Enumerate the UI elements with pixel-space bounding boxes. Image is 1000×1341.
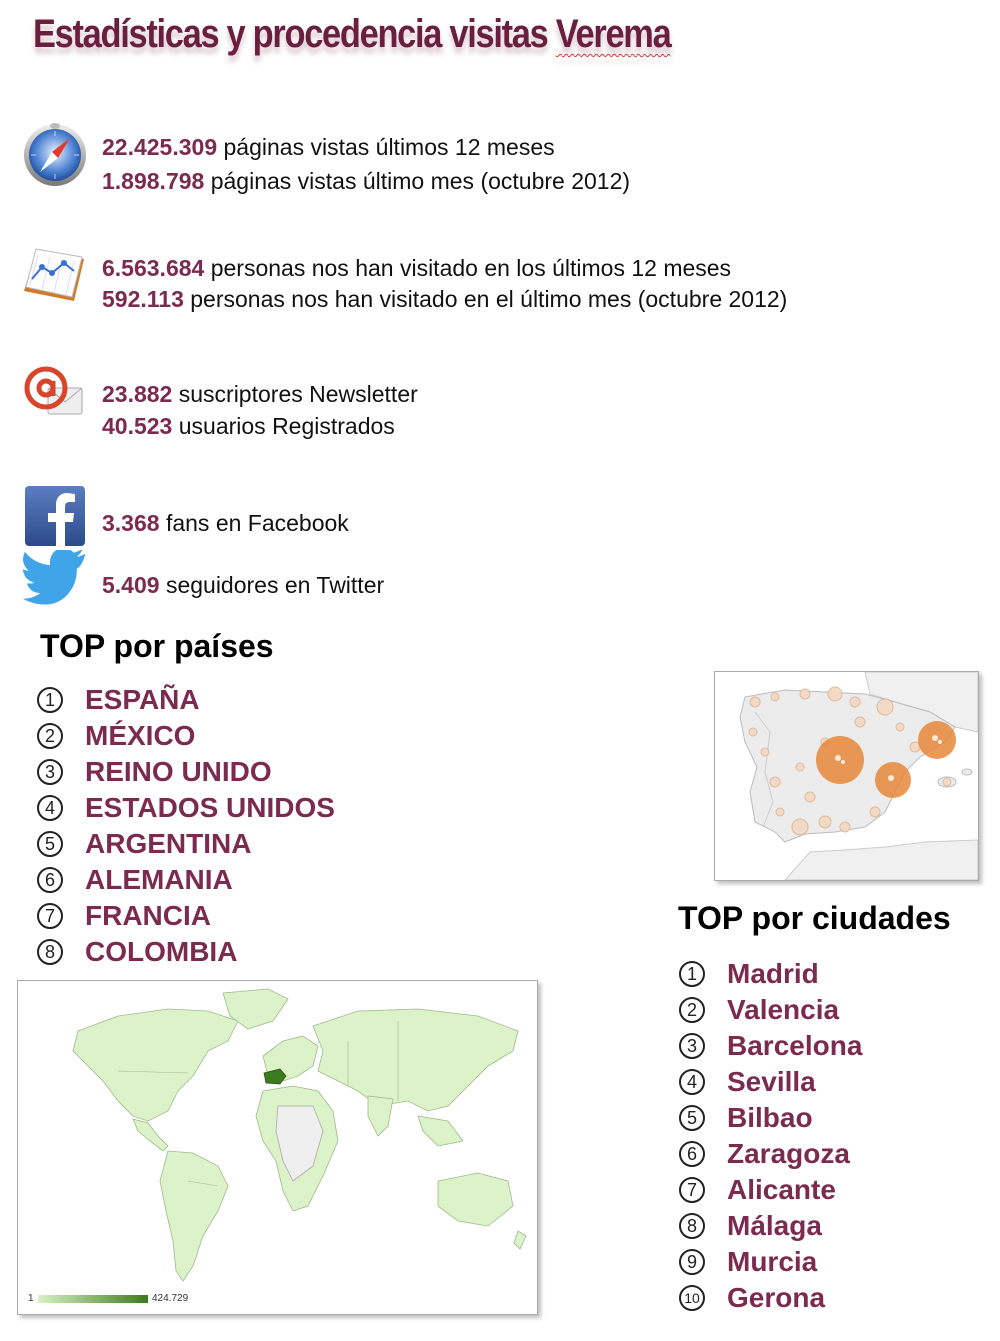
- rank-number: 3: [679, 1033, 705, 1059]
- compass-icon: [22, 118, 88, 188]
- legend-max: 424.729: [152, 1293, 189, 1304]
- list-item: 2 MÉXICO: [37, 718, 335, 754]
- title-text: Estadísticas y procedencia visitas: [33, 12, 556, 56]
- rank-number: 5: [679, 1105, 705, 1131]
- list-item: 3 REINO UNIDO: [37, 754, 335, 790]
- list-item: 5 ARGENTINA: [37, 826, 335, 862]
- rank-number: 8: [37, 939, 63, 965]
- spain-bubble-map: [714, 671, 979, 881]
- stat-number: 40.523: [102, 413, 173, 439]
- city-label: Barcelona: [727, 1030, 863, 1061]
- cities-heading: TOP por ciudades: [678, 900, 951, 936]
- rank-number: 1: [37, 687, 63, 713]
- country-label: ESPAÑA: [85, 684, 200, 715]
- city-label: Sevilla: [727, 1066, 816, 1097]
- rank-number: 2: [37, 723, 63, 749]
- analytics-chart-icon: [22, 245, 88, 305]
- list-item: 9 Murcia: [679, 1244, 862, 1280]
- stat-text: suscriptores Newsletter: [172, 381, 418, 407]
- countries-heading: TOP por países: [40, 628, 274, 664]
- list-item: 8 COLOMBIA: [37, 934, 335, 970]
- list-item: 5 Bilbao: [679, 1100, 862, 1136]
- city-label: Bilbao: [727, 1102, 813, 1133]
- rank-number: 1: [679, 961, 705, 987]
- country-label: ESTADOS UNIDOS: [85, 792, 335, 823]
- stat-number: 5.409: [102, 572, 160, 598]
- rank-number: 10: [679, 1285, 705, 1311]
- visitors-12m: 6.563.684 personas nos han visitado en l…: [102, 255, 731, 282]
- city-label: Zaragoza: [727, 1138, 850, 1169]
- list-item: 4 Sevilla: [679, 1064, 862, 1100]
- list-item: 4 ESTADOS UNIDOS: [37, 790, 335, 826]
- list-item: 7 FRANCIA: [37, 898, 335, 934]
- twitter-bird-icon: [22, 547, 88, 606]
- facebook-icon: [25, 486, 85, 546]
- stat-text: personas nos han visitado en el último m…: [183, 286, 788, 312]
- city-label: Málaga: [727, 1210, 822, 1241]
- country-label: ALEMANIA: [85, 864, 233, 895]
- facebook-fans: 3.368 fans en Facebook: [102, 510, 349, 537]
- rank-number: 7: [37, 903, 63, 929]
- countries-list: 1 ESPAÑA 2 MÉXICO 3 REINO UNIDO 4 ESTADOS UN…: [37, 682, 335, 970]
- list-item: 3 Barcelona: [679, 1028, 862, 1064]
- rank-number: 2: [679, 997, 705, 1023]
- city-label: Madrid: [727, 958, 819, 989]
- list-item: 1 Madrid: [679, 956, 862, 992]
- country-label: ARGENTINA: [85, 828, 252, 859]
- page-title: Estadísticas y procedencia visitas Verem…: [33, 12, 672, 57]
- legend-gradient-bar: [38, 1295, 148, 1303]
- title-brand: Verema: [555, 12, 672, 56]
- city-label: Valencia: [727, 994, 840, 1025]
- rank-number: 5: [37, 831, 63, 857]
- stat-text: seguidores en Twitter: [159, 572, 385, 598]
- stat-number: 592.113: [102, 286, 184, 312]
- city-label: Murcia: [727, 1246, 818, 1277]
- city-label: Gerona: [727, 1282, 826, 1313]
- pageviews-12m: 22.425.309 páginas vistas últimos 12 mes…: [102, 134, 555, 161]
- visitors-month: 592.113 personas nos han visitado en el …: [102, 286, 787, 313]
- list-item: 7 Alicante: [679, 1172, 862, 1208]
- stat-number: 1.898.798: [102, 168, 205, 194]
- newsletter-subscribers: 23.882 suscriptores Newsletter: [102, 381, 418, 408]
- pageviews-month: 1.898.798 páginas vistas último mes (oct…: [102, 168, 630, 195]
- rank-number: 4: [37, 795, 63, 821]
- stat-text: usuarios Registrados: [172, 413, 395, 439]
- rank-number: 4: [679, 1069, 705, 1095]
- rank-number: 9: [679, 1249, 705, 1275]
- twitter-followers: 5.409 seguidores en Twitter: [102, 572, 384, 599]
- city-label: Alicante: [727, 1174, 836, 1205]
- stat-text: páginas vistas último mes (octubre 2012): [204, 168, 631, 194]
- stat-number: 3.368: [102, 510, 160, 536]
- list-item: 6 Zaragoza: [679, 1136, 862, 1172]
- stat-number: 23.882: [102, 381, 173, 407]
- rank-number: 8: [679, 1213, 705, 1239]
- list-item: 2 Valencia: [679, 992, 862, 1028]
- list-item: 1 ESPAÑA: [37, 682, 335, 718]
- country-label: FRANCIA: [85, 900, 211, 931]
- rank-number: 3: [37, 759, 63, 785]
- country-label: COLOMBIA: [85, 936, 238, 967]
- registered-users: 40.523 usuarios Registrados: [102, 413, 395, 440]
- rank-number: 6: [37, 867, 63, 893]
- list-item: 10 Gerona: [679, 1280, 862, 1316]
- rank-number: 7: [679, 1177, 705, 1203]
- stat-number: 22.425.309: [102, 134, 218, 160]
- country-label: REINO UNIDO: [85, 756, 272, 787]
- country-label: MÉXICO: [85, 720, 196, 751]
- list-item: 8 Málaga: [679, 1208, 862, 1244]
- stat-text: fans en Facebook: [159, 510, 349, 536]
- email-at-icon: [24, 366, 86, 420]
- legend-min: 1: [28, 1293, 34, 1304]
- stat-text: páginas vistas últimos 12 meses: [217, 134, 555, 160]
- stat-text: personas nos han visitado en los últimos…: [204, 255, 732, 281]
- list-item: 6 ALEMANIA: [37, 862, 335, 898]
- rank-number: 6: [679, 1141, 705, 1167]
- stat-number: 6.563.684: [102, 255, 205, 281]
- world-choropleth-map: 1 424.729: [17, 980, 538, 1315]
